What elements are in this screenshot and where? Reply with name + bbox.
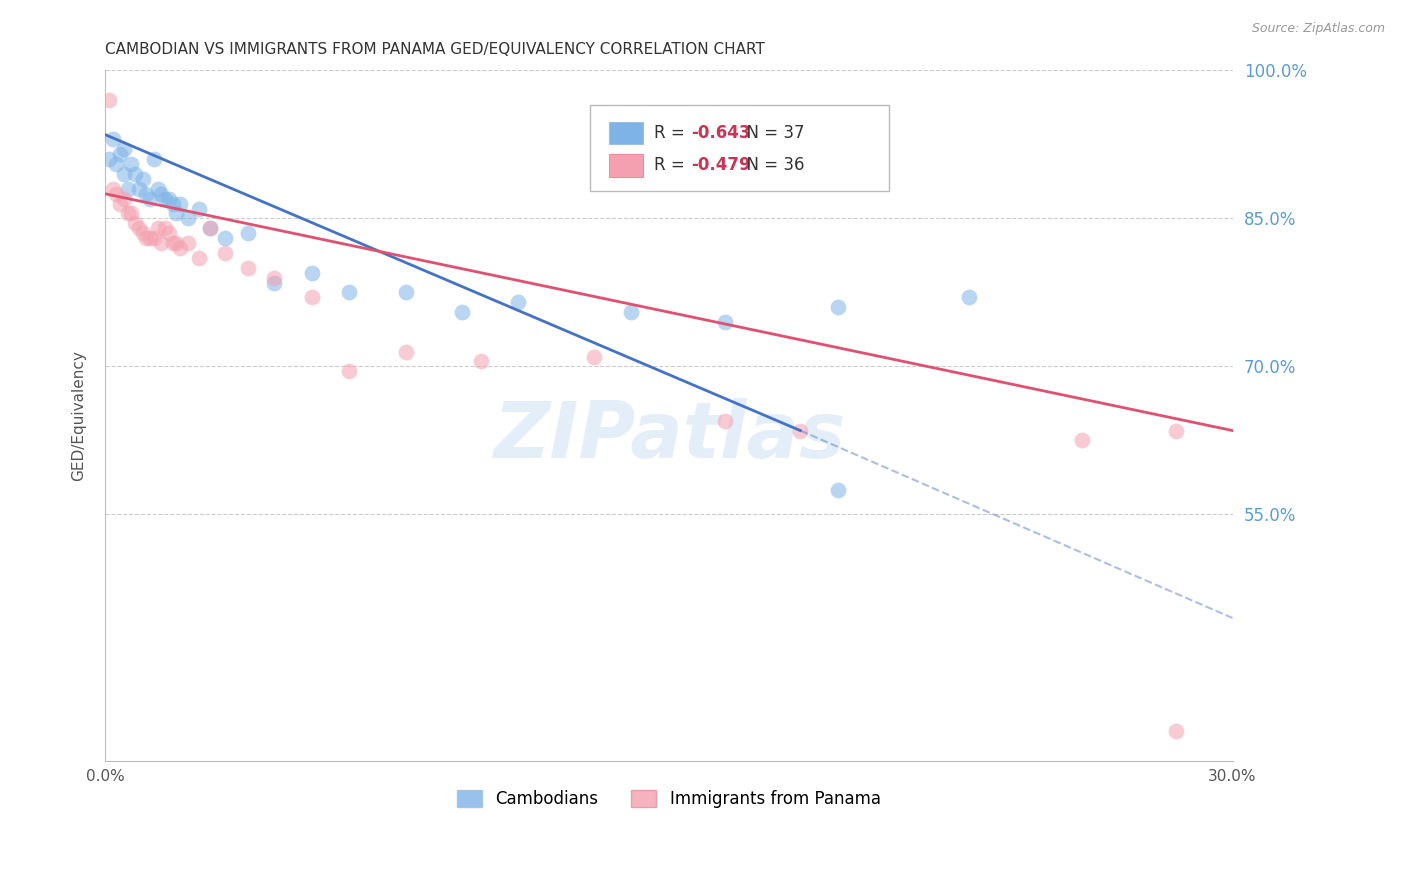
Text: -0.479: -0.479 xyxy=(692,156,751,174)
Text: N = 36: N = 36 xyxy=(737,156,804,174)
Point xyxy=(112,167,135,181)
Point xyxy=(153,192,176,206)
Point xyxy=(176,211,198,226)
Point xyxy=(124,167,146,181)
Point xyxy=(128,182,150,196)
Point xyxy=(301,290,323,304)
Text: ZIPatlas: ZIPatlas xyxy=(492,399,845,475)
Point xyxy=(714,414,737,428)
Point xyxy=(150,186,173,201)
Point xyxy=(214,231,236,245)
Point xyxy=(117,182,139,196)
Text: CAMBODIAN VS IMMIGRANTS FROM PANAMA GED/EQUIVALENCY CORRELATION CHART: CAMBODIAN VS IMMIGRANTS FROM PANAMA GED/… xyxy=(105,42,765,57)
Point xyxy=(176,236,198,251)
Point xyxy=(142,153,165,167)
Point xyxy=(128,221,150,235)
Text: R =: R = xyxy=(654,156,690,174)
Point xyxy=(200,221,222,235)
Point xyxy=(120,206,142,220)
Point xyxy=(124,216,146,230)
Point xyxy=(582,350,605,364)
Point xyxy=(827,300,849,314)
Point xyxy=(105,157,128,171)
Text: R =: R = xyxy=(654,124,690,142)
Point xyxy=(957,290,980,304)
Point xyxy=(139,231,162,245)
Point xyxy=(139,192,162,206)
Y-axis label: GED/Equivalency: GED/Equivalency xyxy=(72,351,86,481)
Point xyxy=(395,285,418,300)
Point xyxy=(451,305,474,319)
Point xyxy=(508,295,530,310)
Point xyxy=(153,221,176,235)
Legend: Cambodians, Immigrants from Panama: Cambodians, Immigrants from Panama xyxy=(450,783,887,815)
Point xyxy=(188,202,211,216)
Point xyxy=(97,93,120,107)
Text: Source: ZipAtlas.com: Source: ZipAtlas.com xyxy=(1251,22,1385,36)
Point xyxy=(236,226,259,240)
Point xyxy=(620,305,643,319)
Point xyxy=(263,270,285,285)
Point xyxy=(131,226,153,240)
Point xyxy=(162,236,184,251)
Point xyxy=(101,182,124,196)
Point xyxy=(146,182,169,196)
Point xyxy=(97,153,120,167)
Point xyxy=(188,251,211,265)
Point xyxy=(827,483,849,497)
Point xyxy=(301,266,323,280)
Point xyxy=(714,315,737,329)
Point xyxy=(117,206,139,220)
Point xyxy=(162,196,184,211)
Text: N = 37: N = 37 xyxy=(737,124,804,142)
Point xyxy=(395,344,418,359)
Point xyxy=(101,132,124,146)
Point xyxy=(120,157,142,171)
Text: -0.643: -0.643 xyxy=(692,124,751,142)
Point xyxy=(157,226,180,240)
Point xyxy=(105,186,128,201)
Point xyxy=(214,246,236,260)
Point xyxy=(146,221,169,235)
Point xyxy=(169,241,191,255)
Point xyxy=(135,231,157,245)
Point xyxy=(150,236,173,251)
Point xyxy=(165,236,187,251)
Point xyxy=(337,364,360,378)
Point xyxy=(131,172,153,186)
Point xyxy=(789,424,811,438)
Point xyxy=(165,206,187,220)
Point xyxy=(157,192,180,206)
Point xyxy=(112,142,135,156)
Point xyxy=(337,285,360,300)
Point xyxy=(236,260,259,275)
Point xyxy=(200,221,222,235)
Point xyxy=(1166,424,1188,438)
Point xyxy=(1071,434,1094,448)
Point xyxy=(108,196,131,211)
Point xyxy=(470,354,492,368)
Point xyxy=(142,231,165,245)
FancyBboxPatch shape xyxy=(609,121,643,145)
Point xyxy=(135,186,157,201)
Point xyxy=(1166,724,1188,739)
FancyBboxPatch shape xyxy=(591,105,889,191)
Point xyxy=(263,276,285,290)
Point xyxy=(169,196,191,211)
Point xyxy=(108,147,131,161)
Point xyxy=(112,192,135,206)
FancyBboxPatch shape xyxy=(609,154,643,177)
